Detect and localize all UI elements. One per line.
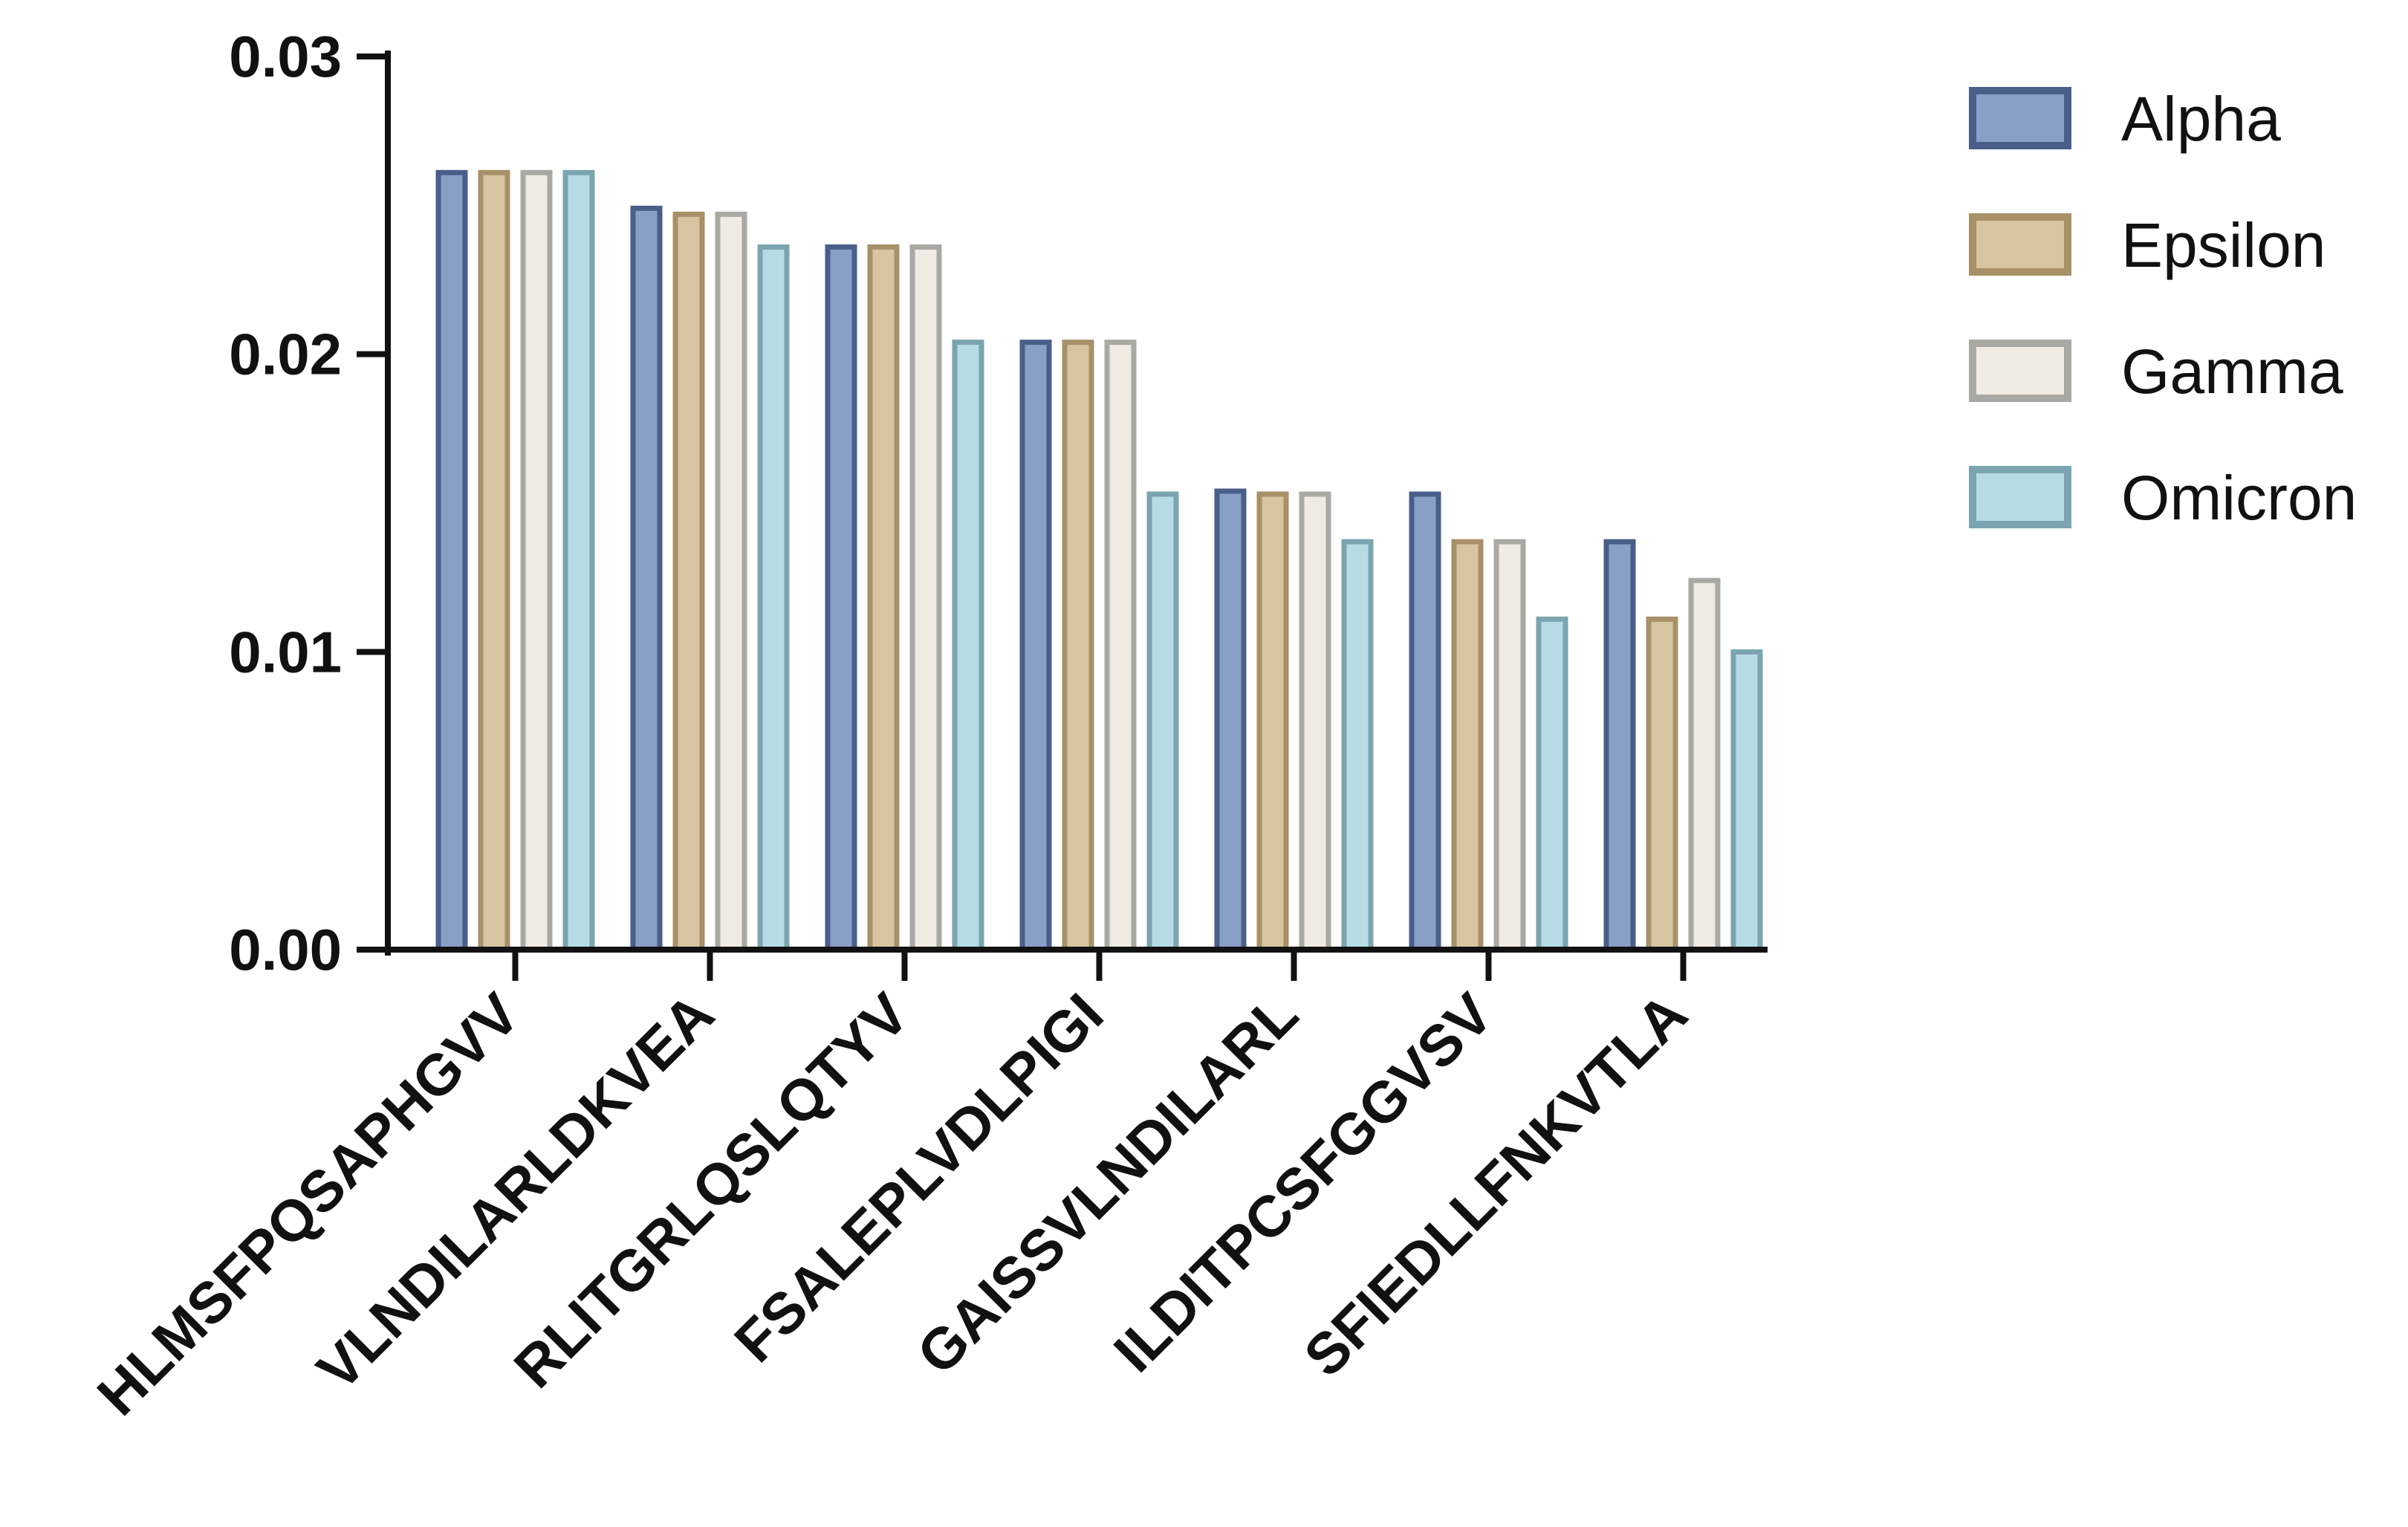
- legend-item-gamma: Gamma: [1969, 337, 2343, 406]
- bar-omicron-1: [562, 169, 595, 953]
- y-tick-label: 0.03: [229, 24, 342, 89]
- legend-label: Gamma: [2121, 337, 2343, 406]
- bar-alpha-1: [435, 169, 468, 953]
- legend-swatch: [1969, 466, 2071, 528]
- bar-omicron-3: [952, 340, 984, 953]
- bar-epsilon-6: [1451, 539, 1484, 953]
- bar-alpha-7: [1603, 539, 1636, 953]
- bar-alpha-4: [1019, 340, 1052, 953]
- bar-gamma-1: [520, 169, 553, 953]
- bar-epsilon-1: [478, 169, 510, 953]
- y-tick-label: 0.01: [229, 619, 342, 684]
- y-tick-label: 0.00: [229, 917, 342, 982]
- legend-label: Epsilon: [2121, 210, 2326, 280]
- bar-gamma-7: [1688, 577, 1721, 953]
- bar-epsilon-5: [1256, 491, 1289, 953]
- bar-omicron-5: [1341, 539, 1374, 953]
- bar-gamma-2: [715, 211, 747, 953]
- bar-gamma-4: [1104, 340, 1137, 953]
- x-tick-label: RLITGRLQSLQTYV: [502, 981, 921, 1401]
- legend-label: Alpha: [2121, 84, 2281, 154]
- bar-omicron-7: [1730, 649, 1763, 953]
- legend-label: Omicron: [2121, 463, 2357, 533]
- bar-omicron-6: [1536, 616, 1568, 953]
- bar-epsilon-3: [867, 244, 900, 953]
- x-tick-label: SFIEDLLFNKVTLA: [1291, 981, 1699, 1389]
- bar-alpha-6: [1409, 491, 1441, 953]
- legend-swatch: [1969, 340, 2071, 402]
- bar-alpha-3: [825, 244, 857, 953]
- bar-alpha-2: [630, 205, 663, 953]
- bar-gamma-3: [909, 244, 942, 953]
- x-tick-label: ILDITPCSFGGVSV: [1101, 981, 1505, 1384]
- legend-item-omicron: Omicron: [1969, 463, 2357, 533]
- legend-item-alpha: Alpha: [1969, 84, 2281, 154]
- x-tick-label: GAISSVLNDILARL: [904, 981, 1310, 1387]
- bar-epsilon-7: [1646, 616, 1678, 953]
- bar-epsilon-4: [1062, 340, 1094, 953]
- y-tick-label: 0.02: [229, 322, 342, 387]
- legend-swatch: [1969, 87, 2071, 149]
- bar-omicron-2: [757, 244, 790, 953]
- bar-omicron-4: [1146, 491, 1179, 953]
- bar-alpha-5: [1214, 488, 1247, 953]
- legend-swatch: [1969, 213, 2071, 276]
- legend-item-epsilon: Epsilon: [1969, 210, 2326, 280]
- legend: Alpha Epsilon Gamma Omicron: [1969, 84, 2357, 533]
- bar-gamma-5: [1299, 491, 1331, 953]
- bar-gamma-6: [1493, 539, 1526, 953]
- bars-layer: [435, 169, 1763, 953]
- bar-epsilon-2: [672, 211, 705, 953]
- x-tick-label: FSALEPLVDLPIGI: [721, 981, 1115, 1375]
